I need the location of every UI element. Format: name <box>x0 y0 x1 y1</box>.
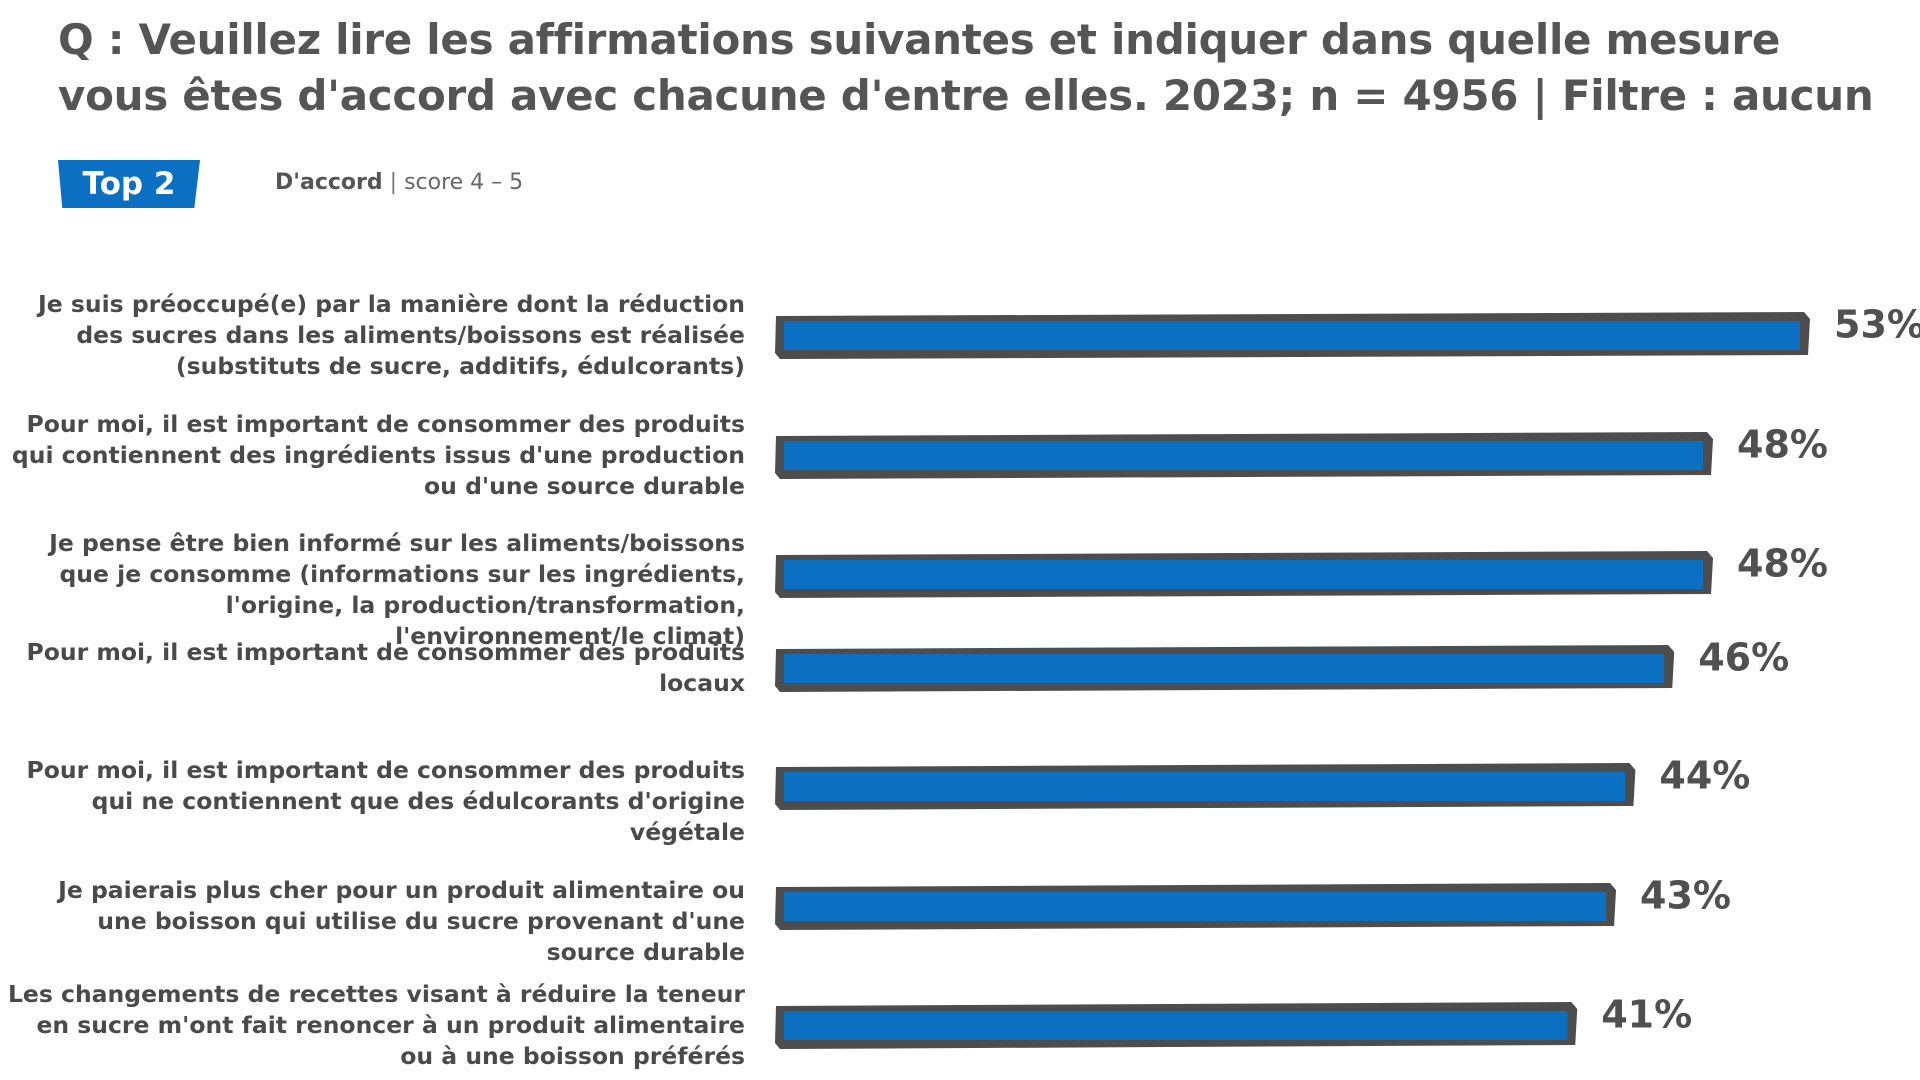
bar-fill <box>784 441 1704 470</box>
category-label: Je suis préoccupé(e) par la manière dont… <box>38 289 745 380</box>
legend-agree-label: D'accord <box>275 170 383 195</box>
bar-fill <box>784 892 1607 921</box>
value-label: 53% <box>1834 303 1920 347</box>
category-label: Je pense être bien informé sur les alime… <box>49 528 745 650</box>
bar <box>775 883 1617 930</box>
bar <box>775 432 1714 479</box>
bar <box>775 1002 1578 1049</box>
bar-fill <box>784 654 1665 683</box>
category-label: Pour moi, il est important de consommer … <box>26 638 745 697</box>
bar-fill <box>784 560 1704 589</box>
bar <box>775 551 1714 598</box>
category-label: Pour moi, il est important de consommer … <box>11 409 745 500</box>
value-label: 48% <box>1737 542 1828 586</box>
category-label: Pour moi, il est important de consommer … <box>26 756 745 846</box>
legend-score-label: score 4 – 5 <box>404 170 524 195</box>
value-label: 48% <box>1737 423 1828 467</box>
bar <box>775 645 1675 692</box>
chart-title: Q : Veuillez lire les affirmations suiva… <box>58 15 1874 120</box>
top2-badge: Top 2 <box>58 160 200 208</box>
value-label: 43% <box>1640 874 1731 918</box>
bar <box>775 763 1636 810</box>
legend-note: D'accord | score 4 – 5 <box>275 168 523 198</box>
legend-separator: | <box>389 170 398 195</box>
value-label: 41% <box>1601 993 1692 1037</box>
category-label: Les changements de recettes visant à réd… <box>7 979 745 1070</box>
category-label: Je paierais plus cher pour un produit al… <box>58 876 745 966</box>
bar <box>775 312 1810 359</box>
value-label: 46% <box>1698 636 1789 680</box>
bar-fill <box>784 1011 1568 1040</box>
value-label: 44% <box>1659 754 1750 798</box>
bar-fill <box>784 772 1626 801</box>
bar-fill <box>784 321 1800 350</box>
